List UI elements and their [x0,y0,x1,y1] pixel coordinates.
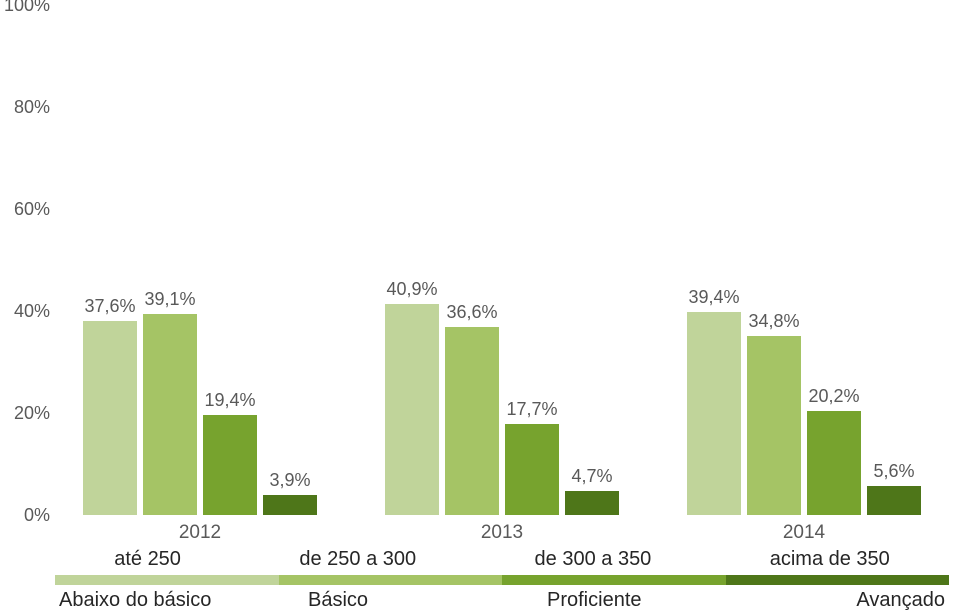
legend-text-row: Abaixo do básico Básico Proficiente Avan… [55,589,949,612]
legend-label-proficiente: Proficiente [507,589,746,612]
bar [445,327,499,515]
legend-seg-basico [279,575,503,585]
bar [747,336,801,515]
range-row: até 250 de 250 a 300 de 300 a 350 acima … [55,548,949,574]
ytick-100: 100% [0,0,50,16]
bar-value-label: 20,2% [794,386,874,407]
bar [807,411,861,515]
ytick-40: 40% [0,301,50,322]
legend-label-avancado: Avançado [746,589,949,612]
legend-seg-abaixo [55,575,279,585]
legend-label-basico: Básico [258,589,507,612]
xcat-2014: 2014 [659,522,949,544]
legend-label-abaixo: Abaixo do básico [55,589,258,612]
legend-color-bar [55,575,949,585]
xcat-2013: 2013 [357,522,647,544]
range-label: até 250 [114,548,181,574]
bar-value-label: 4,7% [552,466,632,487]
bar-value-label: 19,4% [190,390,270,411]
bar-value-label: 39,4% [674,287,754,308]
bar-value-label: 17,7% [492,399,572,420]
bar [687,312,741,515]
ytick-0: 0% [0,505,50,526]
bar-value-label: 39,1% [130,289,210,310]
bar-group: 37,6%39,1%19,4%3,9% [55,0,345,515]
bar-value-label: 40,9% [372,279,452,300]
proficiency-bar-chart: 0% 20% 40% 60% 80% 100% 37,6%39,1%19,4%3… [0,0,959,613]
range-label: de 300 a 350 [535,548,652,574]
bar-group: 39,4% 34,8% 20,2% 5,6% [659,0,949,515]
bar [505,424,559,515]
bar-value-label: 3,9% [250,470,330,491]
xcat-2012: 2012 [55,522,345,544]
bar [203,415,257,515]
range-label: de 250 a 300 [299,548,416,574]
bar-group: 40,9%36,6% 17,7% 4,7% [357,0,647,515]
legend-seg-avancado [726,575,950,585]
bar [385,304,439,515]
range-label: acima de 350 [770,548,890,574]
plot-area: 37,6%39,1%19,4%3,9%40,9%36,6%17,7%4,7%39… [55,0,949,515]
bar [143,314,197,515]
bar [867,486,921,515]
bar-value-label: 36,6% [432,302,512,323]
bar [263,495,317,515]
bar [83,321,137,515]
legend-seg-proficiente [502,575,726,585]
ytick-80: 80% [0,97,50,118]
ytick-20: 20% [0,403,50,424]
bar [565,491,619,515]
bar-value-label: 5,6% [854,461,934,482]
bar-value-label: 34,8% [734,311,814,332]
ytick-60: 60% [0,199,50,220]
